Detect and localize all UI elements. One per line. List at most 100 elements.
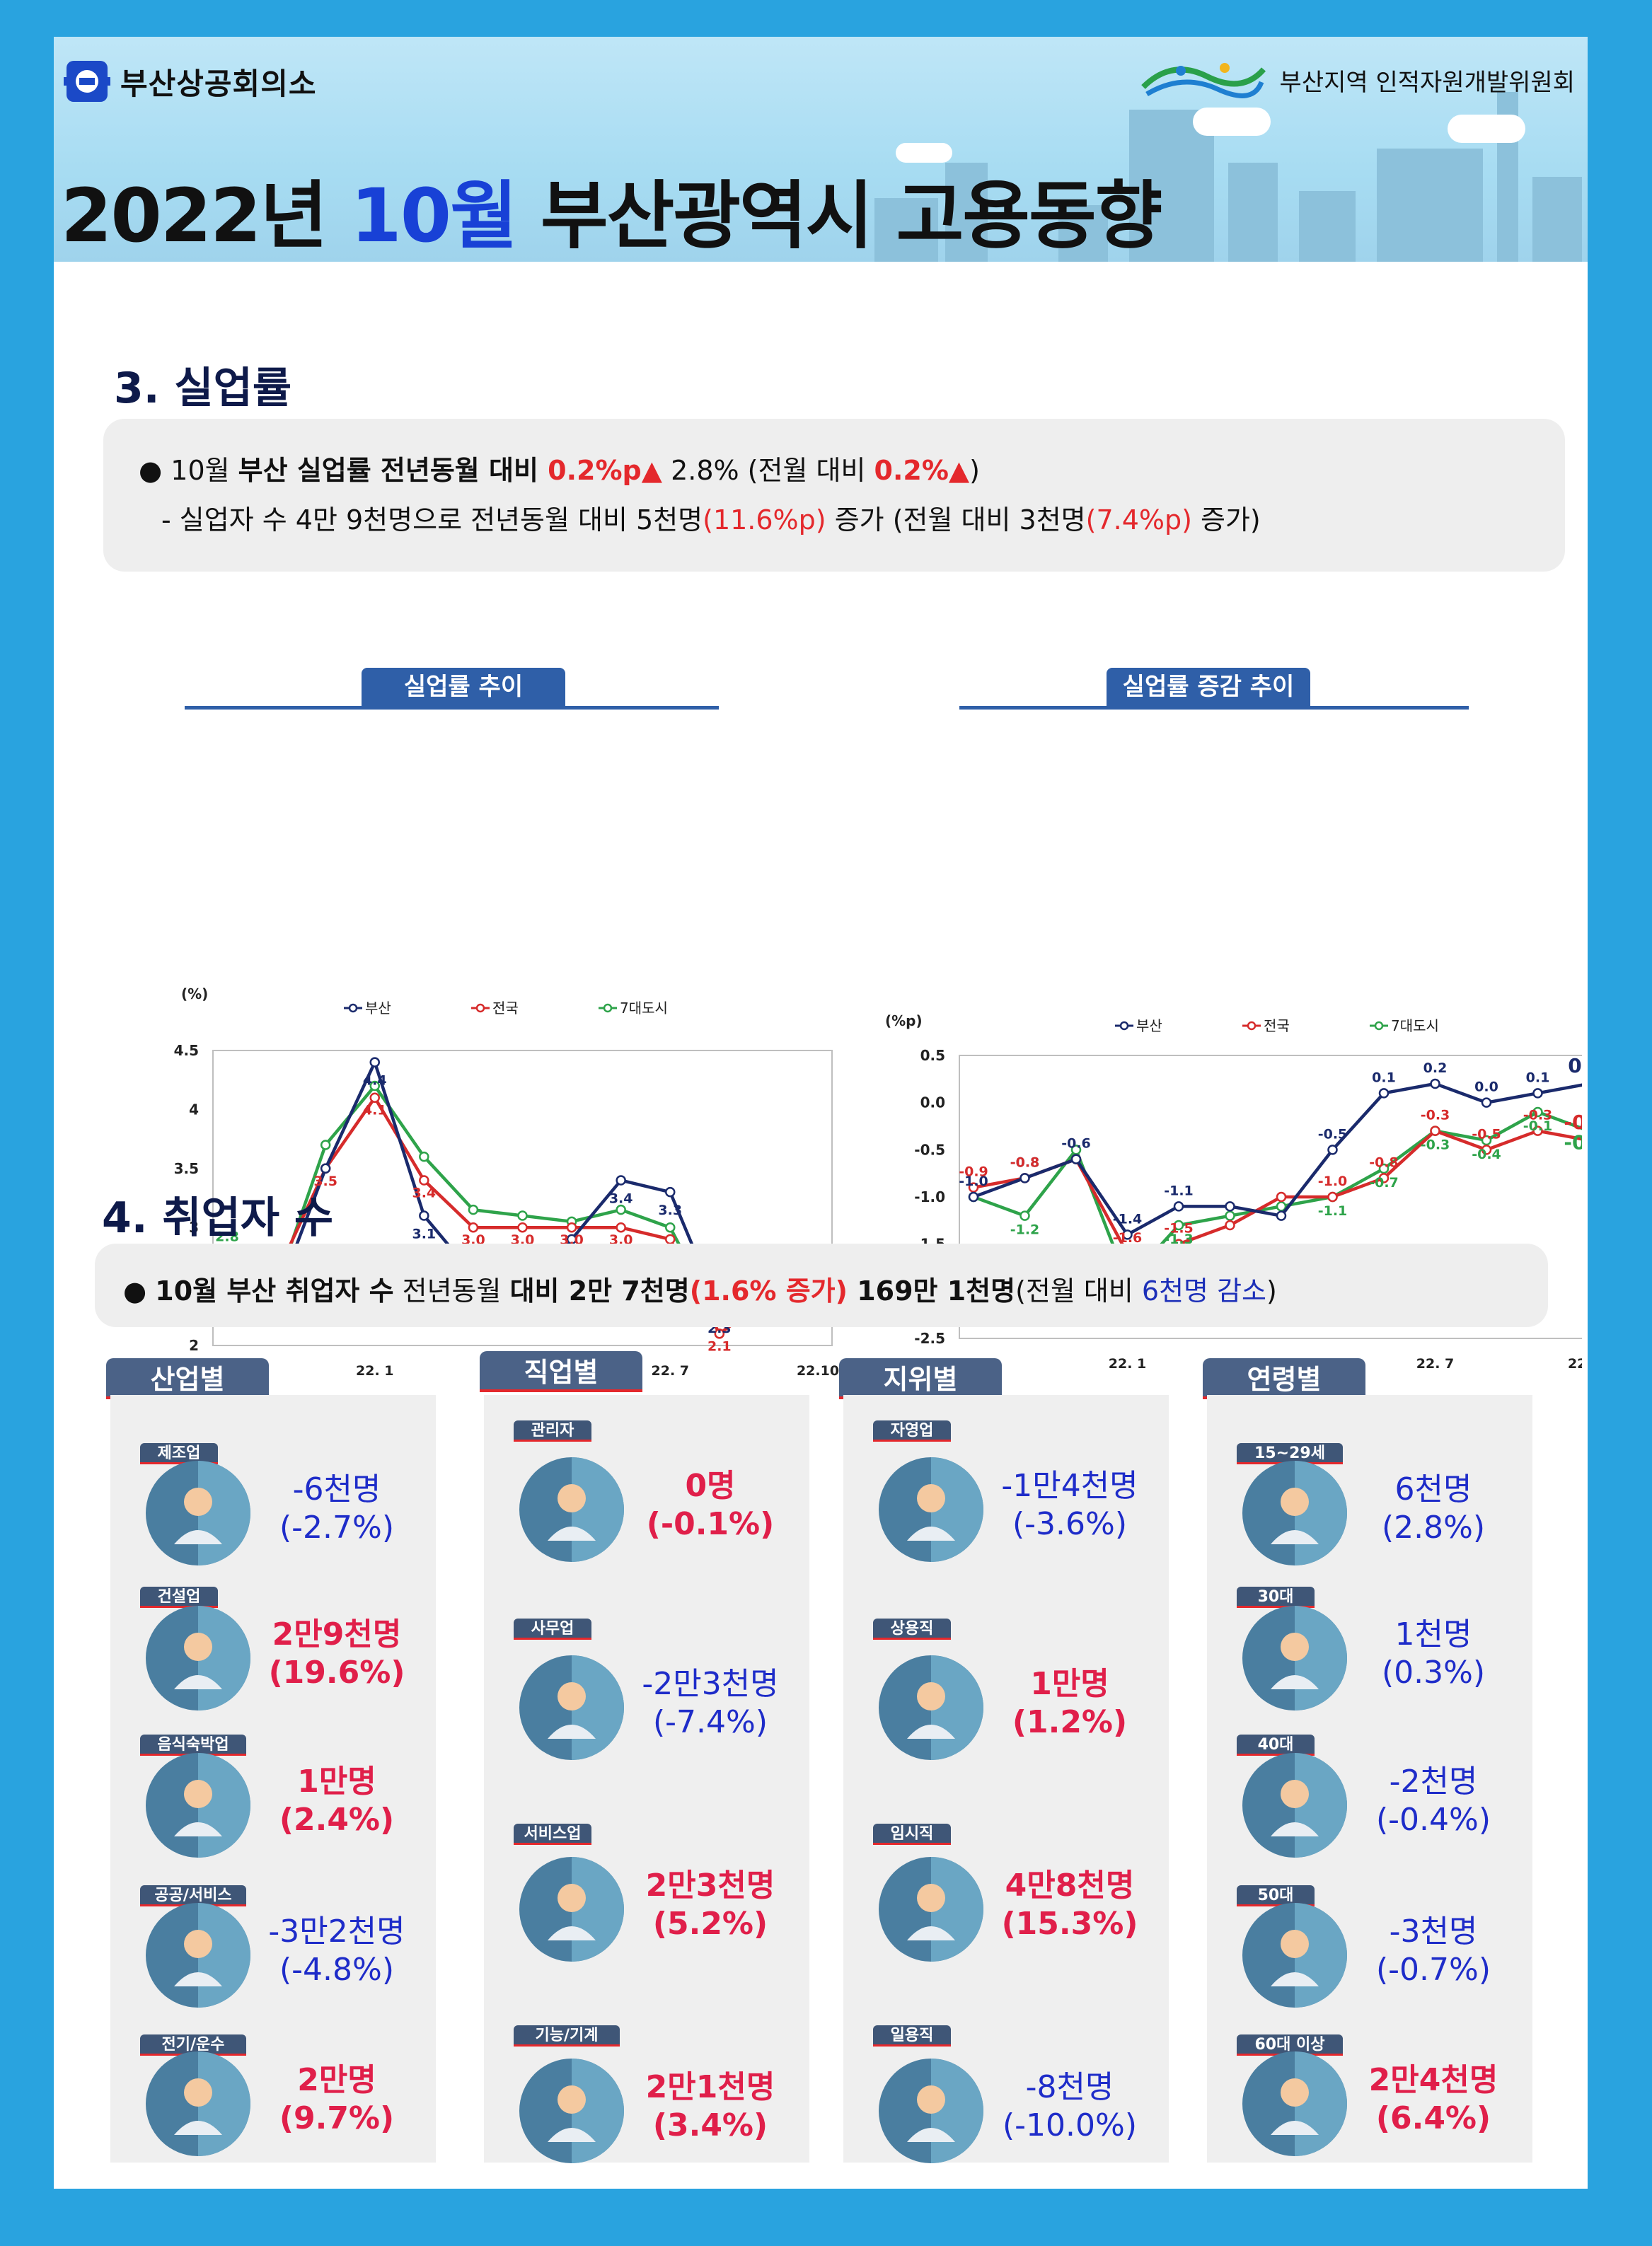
- legend-marker: [1374, 1021, 1384, 1031]
- employment-change-value: -1만4천명: [1001, 1468, 1138, 1504]
- data-label: 0.2: [1423, 1060, 1448, 1076]
- employment-change-percent: (-0.7%): [1376, 1952, 1491, 1988]
- data-label: -0.3: [1564, 1131, 1582, 1154]
- data-point: [1327, 1145, 1338, 1155]
- legend-marker: [475, 1003, 485, 1013]
- regular-worker-icon: [879, 1655, 983, 1760]
- employment-change-value: 2만4천명: [1368, 2062, 1498, 2098]
- employment-change-percent: (1.2%): [1012, 1704, 1128, 1740]
- employment-change-value: 0명: [685, 1468, 736, 1504]
- employment-change-percent: (0.3%): [1381, 1655, 1486, 1691]
- employment-change-value: 1만명: [297, 1764, 376, 1800]
- employment-change-percent: (2.8%): [1381, 1510, 1486, 1546]
- data-point: [1430, 1078, 1440, 1089]
- data-point: [1327, 1191, 1338, 1203]
- x-tick-label: 22. 7: [1416, 1356, 1455, 1372]
- y-tick-label: 0.0: [920, 1094, 945, 1111]
- employment-category-label: 제조업: [140, 1443, 218, 1464]
- data-point: [517, 1222, 528, 1233]
- fifties-people-icon: [1242, 1903, 1347, 2008]
- data-label: 0.1: [1526, 1070, 1550, 1085]
- data-point: [1070, 1154, 1082, 1164]
- skyline-building: [1299, 191, 1356, 262]
- data-label: -0.9: [959, 1164, 988, 1180]
- employment-change-percent: (-0.4%): [1376, 1802, 1491, 1838]
- data-point: [419, 1210, 429, 1221]
- skyline-building: [1377, 149, 1483, 262]
- forties-people-icon: [1242, 1753, 1347, 1858]
- legend-label: 7대도시: [1391, 1017, 1439, 1034]
- y-tick-label: -0.5: [914, 1141, 945, 1158]
- page-title: 2022년 10월 부산광역시 고용동향: [61, 156, 1162, 262]
- summary-text-navy: 6천명 감소: [1141, 1275, 1267, 1307]
- summary-text: 전년동월: [393, 1275, 510, 1307]
- data-label: -0.6: [1061, 1136, 1091, 1152]
- y-axis-unit: (%p): [885, 1012, 923, 1029]
- employment-category-label: 40대: [1237, 1735, 1315, 1756]
- unemployment-summary: ● 10월 부산 실업률 전년동월 대비 0.2%p▲ 2.8% (전월 대비 …: [103, 419, 1565, 572]
- data-point: [1532, 1088, 1543, 1099]
- summary-text: (전월 대비: [1015, 1275, 1142, 1307]
- data-point: [1481, 1135, 1492, 1146]
- data-label: 2.1: [707, 1338, 732, 1354]
- y-tick-label: 4.5: [174, 1042, 199, 1059]
- data-point: [1019, 1210, 1030, 1221]
- data-point: [1019, 1173, 1030, 1183]
- legend-label: 7대도시: [620, 1000, 668, 1017]
- data-point: [1173, 1220, 1184, 1231]
- y-tick-label: 3: [189, 1219, 199, 1236]
- summary-text-red: 0.2%▲: [874, 455, 970, 486]
- data-point: [566, 1222, 577, 1233]
- data-label: 2.8: [215, 1229, 239, 1245]
- data-label: 3.4: [609, 1191, 633, 1206]
- data-point: [616, 1175, 626, 1186]
- summary-text-red: (11.6%p): [703, 504, 826, 536]
- employment-change-percent: (15.3%): [1001, 1906, 1138, 1942]
- y-tick-label: 4: [189, 1101, 199, 1118]
- legend-label: 전국: [492, 1000, 519, 1017]
- employment-change-value: -6천명: [292, 1471, 381, 1507]
- summary-text-bold: 부산 실업률 전년동월 대비: [238, 455, 548, 486]
- y-tick-label: 0.5: [920, 1047, 945, 1064]
- chart1-title-rule: [185, 706, 719, 710]
- data-label: -1.5: [1164, 1221, 1194, 1237]
- building-icon: [146, 1753, 250, 1858]
- data-label: -1.2: [1010, 1222, 1040, 1238]
- data-label: -1.0: [959, 1174, 988, 1189]
- data-label: -0.3: [1523, 1108, 1553, 1123]
- legend-label: 부산: [1136, 1017, 1162, 1034]
- employment-change-percent: (-10.0%): [1003, 2107, 1137, 2143]
- employment-section-title: 4. 취업자 수: [102, 1193, 334, 1243]
- summary-text: 10월: [171, 455, 238, 486]
- data-point: [419, 1151, 429, 1162]
- data-point: [468, 1222, 479, 1233]
- skyline-building: [1058, 205, 1108, 262]
- employment-category-label: 자영업: [873, 1420, 951, 1442]
- data-point: [1532, 1106, 1543, 1118]
- machine-gear-icon: [519, 2059, 624, 2163]
- legend-label: 부산: [365, 1000, 391, 1017]
- employment-category-label: 사무업: [514, 1619, 591, 1640]
- employment-change-percent: (-0.1%): [646, 1506, 775, 1542]
- employment-change-value: -2만3천명: [642, 1666, 779, 1702]
- x-tick-label: 22.10: [1568, 1356, 1582, 1372]
- data-label: -1.6: [1113, 1230, 1143, 1246]
- data-label: -1.1: [1164, 1183, 1194, 1198]
- data-label: -0.5: [1472, 1126, 1501, 1142]
- data-label: 4.4: [363, 1073, 387, 1089]
- data-label: -1.3: [1164, 1232, 1194, 1247]
- data-label: 3.4: [412, 1185, 436, 1200]
- data-point: [665, 1222, 676, 1233]
- data-point: [968, 1182, 979, 1193]
- data-point: [1481, 1097, 1492, 1108]
- employment-change-percent: (9.7%): [279, 2100, 395, 2136]
- data-point: [616, 1204, 626, 1215]
- summary-text: - 실업자 수 4만 9천명으로 전년동월 대비 5천명: [161, 504, 703, 536]
- data-point: [1378, 1088, 1390, 1099]
- employment-change-percent: (6.4%): [1375, 2100, 1491, 2136]
- employment-change-value: -3만2천명: [268, 1914, 405, 1950]
- data-point: [1070, 1145, 1082, 1155]
- data-label: -0.5: [1318, 1126, 1348, 1142]
- data-point: [1276, 1210, 1287, 1221]
- data-point: [1276, 1201, 1287, 1212]
